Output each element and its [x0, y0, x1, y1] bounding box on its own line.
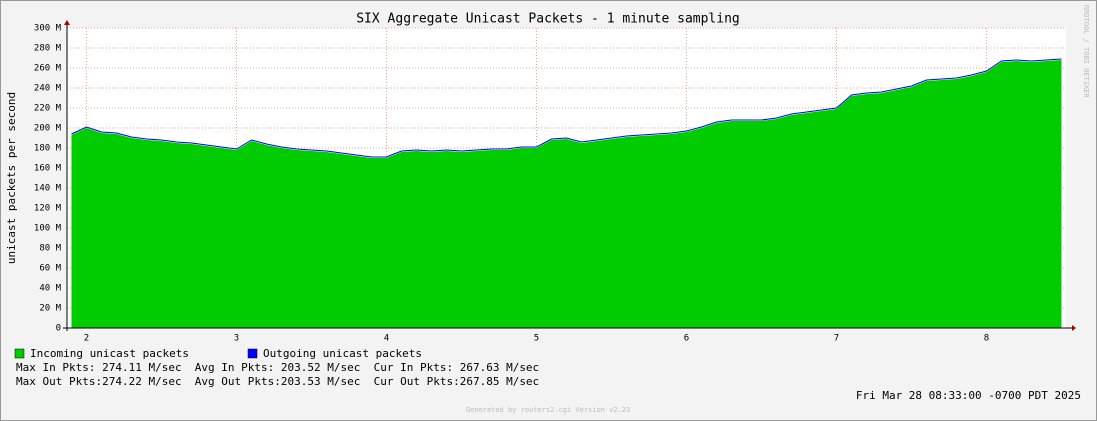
y-tick-label: 60 M — [39, 264, 61, 274]
y-tick-label: 280 M — [34, 44, 62, 54]
stats-line: Max Out Pkts:274.22 M/sec Avg Out Pkts:2… — [16, 375, 539, 388]
y-tick-label: 220 M — [34, 104, 62, 114]
legend-swatch — [247, 348, 258, 359]
y-tick-label: 240 M — [34, 84, 62, 94]
y-axis-label: unicast packets per second — [5, 92, 18, 264]
y-tick-label: 260 M — [34, 64, 62, 74]
chart-title: SIX Aggregate Unicast Packets - 1 minute… — [356, 12, 740, 27]
y-tick-label: 140 M — [34, 184, 62, 194]
legend-label: Incoming unicast packets — [30, 347, 189, 360]
y-tick-label: 300 M — [34, 24, 62, 34]
area — [71, 60, 1062, 328]
legend-label: Outgoing unicast packets — [263, 347, 422, 360]
x-tick-label: 3 — [234, 334, 239, 344]
timestamp: Fri Mar 28 08:33:00 -0700 PDT 2025 — [856, 389, 1081, 402]
y-tick-label: 20 M — [39, 304, 61, 314]
y-tick-label: 80 M — [39, 244, 61, 254]
y-tick-label: 160 M — [34, 164, 62, 174]
stats-line: Max In Pkts: 274.11 M/sec Avg In Pkts: 2… — [16, 361, 539, 374]
y-tick-label: 200 M — [34, 124, 62, 134]
legend-swatch — [14, 348, 25, 359]
y-tick-label: 100 M — [34, 224, 62, 234]
y-tick-label: 120 M — [34, 204, 62, 214]
x-arrow — [1072, 325, 1076, 331]
y-tick-label: 40 M — [39, 284, 61, 294]
x-tick-label: 7 — [834, 334, 839, 344]
y-arrow — [64, 20, 70, 25]
x-tick-label: 6 — [684, 334, 689, 344]
footer: Generated by routers2.cgi Version v2.23 — [466, 406, 630, 414]
watermark: RRDTOOL / TOBI OETIKER — [1082, 5, 1090, 99]
y-tick-label: 180 M — [34, 144, 62, 154]
x-tick-label: 8 — [984, 334, 989, 344]
x-tick-label: 4 — [384, 334, 389, 344]
x-tick-label: 5 — [534, 334, 539, 344]
line — [71, 58, 1062, 158]
y-tick-label: 0 — [56, 324, 61, 334]
x-tick-label: 2 — [84, 334, 89, 344]
